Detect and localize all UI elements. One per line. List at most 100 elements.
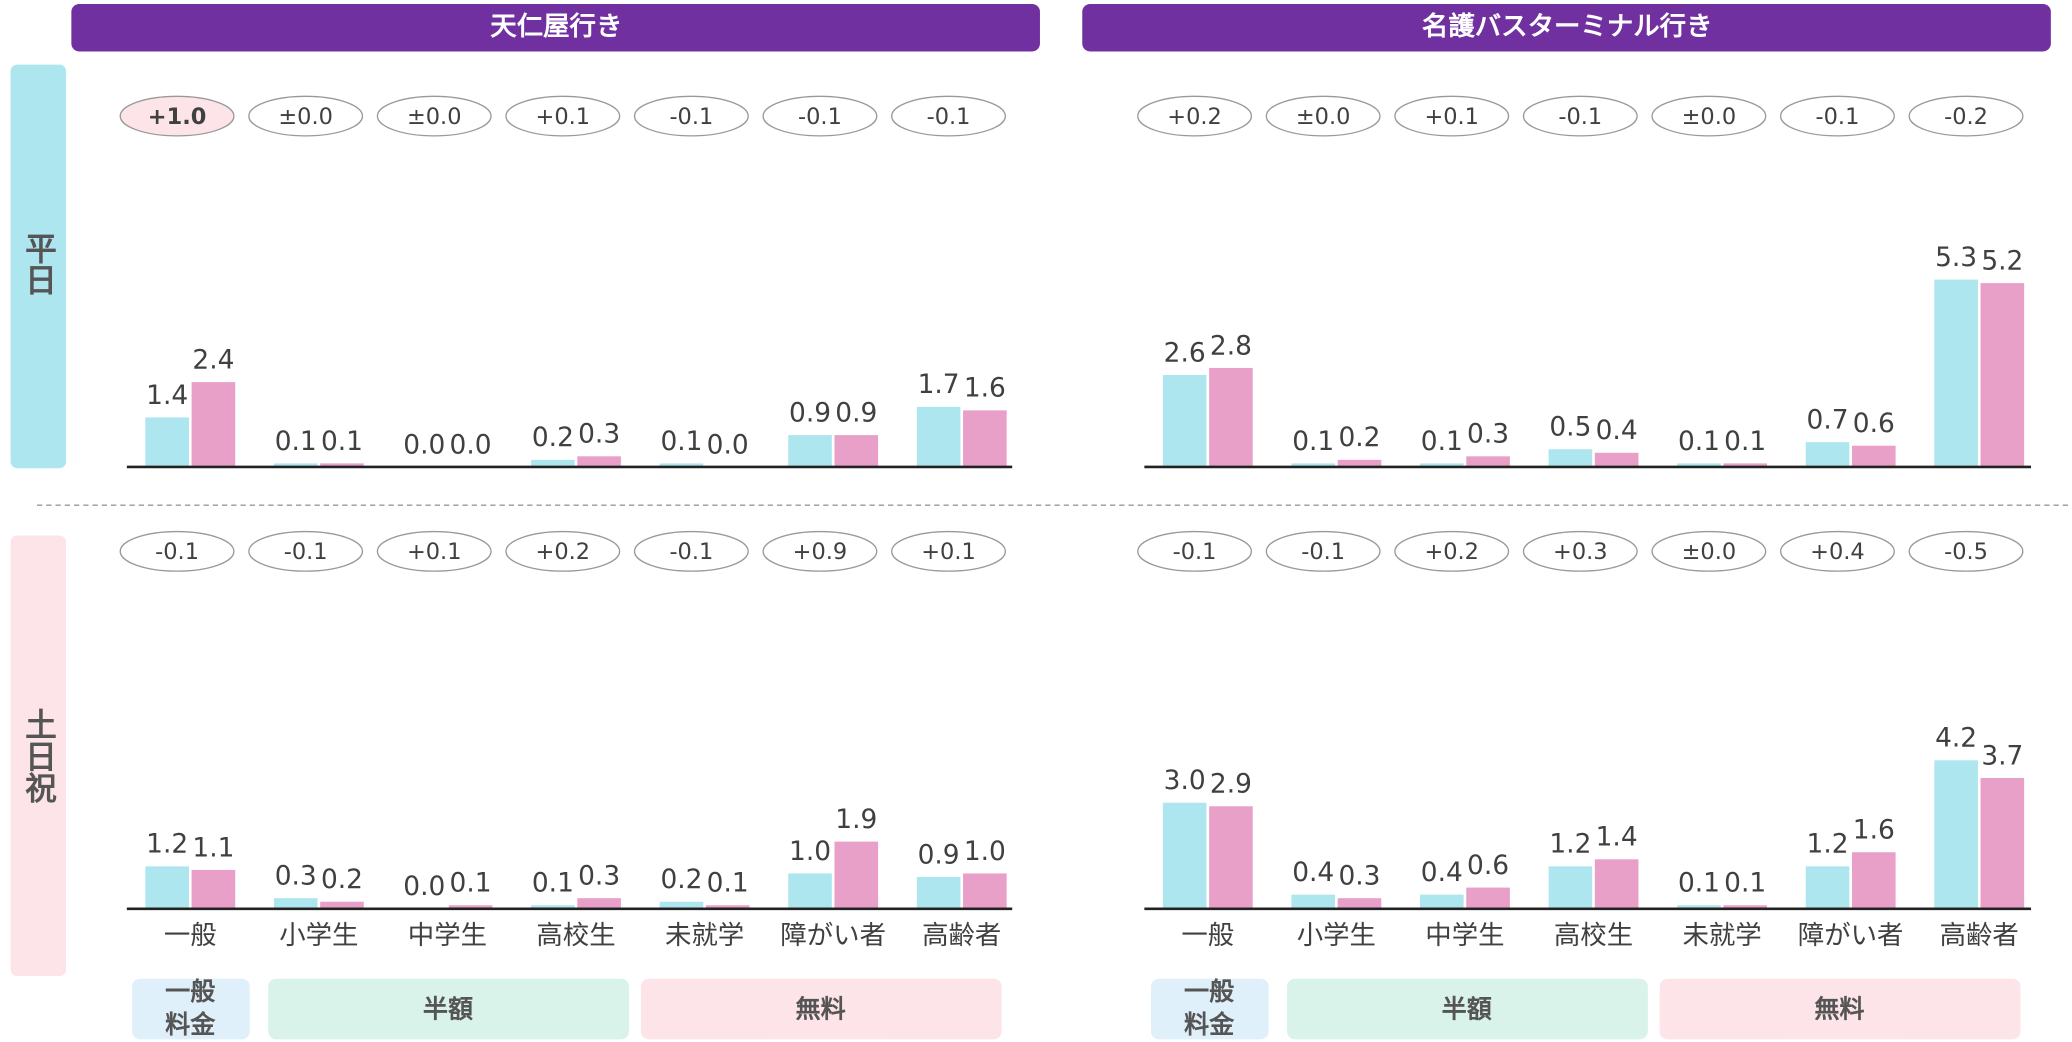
change-label: +0.3 <box>1553 539 1608 565</box>
bar <box>834 435 879 467</box>
change-pill <box>1651 530 1767 572</box>
change-label: -0.1 <box>1816 104 1860 130</box>
value-label: 0.4 <box>1292 857 1334 888</box>
category-label: 高校生 <box>536 920 615 951</box>
bar <box>1209 367 1253 467</box>
fare-label: 無料 <box>796 994 846 1023</box>
bar <box>1337 459 1382 467</box>
value-label: 0.6 <box>1853 408 1895 439</box>
value-label: 1.6 <box>1853 815 1895 846</box>
bar <box>1723 463 1768 467</box>
value-label: 0.0 <box>450 429 492 460</box>
bar <box>705 905 750 909</box>
change-label: -0.1 <box>284 539 328 565</box>
bar <box>1805 442 1850 467</box>
category-label: 障がい者 <box>780 920 886 951</box>
bar <box>916 876 961 909</box>
change-label: +0.1 <box>536 104 591 130</box>
value-label: 0.1 <box>1678 868 1720 899</box>
bar <box>1934 279 1978 467</box>
change-label: +0.1 <box>921 539 976 565</box>
bar <box>1466 887 1510 909</box>
bar <box>1209 806 1253 909</box>
bar <box>659 901 704 909</box>
category-label: 小学生 <box>279 920 358 951</box>
change-pill <box>1779 95 1895 137</box>
change-pill <box>633 530 749 572</box>
change-pill <box>1137 95 1253 137</box>
category-label: 一般 <box>1181 920 1234 951</box>
value-label: 0.1 <box>1724 868 1766 899</box>
change-pill <box>1908 95 2024 137</box>
fare-bg <box>1287 978 1648 1040</box>
value-label: 0.4 <box>1421 857 1463 888</box>
change-label: -0.2 <box>1944 104 1988 130</box>
bar <box>963 873 1007 909</box>
change-pill <box>1265 530 1381 572</box>
bar <box>577 898 621 909</box>
fare-label: 一般 <box>1184 977 1234 1006</box>
bar <box>1420 894 1464 909</box>
change-label: -0.1 <box>155 539 199 565</box>
change-pill <box>1908 530 2024 572</box>
change-pill <box>762 530 878 572</box>
change-pill <box>1522 530 1638 572</box>
bar <box>531 459 575 467</box>
bar <box>788 435 832 467</box>
change-label: ±0.0 <box>407 104 462 130</box>
bar <box>1466 456 1510 467</box>
change-pill <box>1394 530 1510 572</box>
value-label: 0.2 <box>532 422 574 453</box>
change-label: -0.1 <box>927 104 971 130</box>
value-label: 4.2 <box>1935 723 1977 754</box>
row-header: 平日 <box>20 232 56 295</box>
change-label: -0.1 <box>669 104 713 130</box>
value-label: 1.4 <box>1596 822 1638 853</box>
bar <box>145 866 189 909</box>
change-pill <box>119 95 235 137</box>
bar <box>659 463 704 467</box>
bar <box>1162 375 1207 467</box>
value-label: 2.9 <box>1210 769 1252 800</box>
value-label: 0.3 <box>1467 419 1509 450</box>
bar <box>577 456 621 467</box>
bar <box>273 898 318 909</box>
bar <box>531 905 575 909</box>
value-label: 0.2 <box>321 864 363 895</box>
bar <box>320 463 364 467</box>
change-pill <box>891 95 1007 137</box>
fare-bg <box>640 978 1002 1040</box>
bar <box>788 873 832 909</box>
bar <box>1980 283 2025 467</box>
fare-label: 無料 <box>1814 994 1864 1023</box>
fare-label: 半額 <box>423 994 473 1023</box>
row-header: 土日祝 <box>20 708 57 803</box>
fare-bg <box>1150 978 1269 1040</box>
bar <box>1980 777 2025 909</box>
value-label: 0.1 <box>1292 426 1334 457</box>
value-label: 1.0 <box>964 836 1006 867</box>
category-label: 高齢者 <box>1940 920 2019 951</box>
value-label: 0.5 <box>1549 412 1591 443</box>
fare-label: 一般 <box>165 977 215 1006</box>
value-label: 2.8 <box>1210 330 1252 361</box>
change-pill <box>1137 530 1253 572</box>
bar <box>191 869 236 909</box>
change-label: +0.4 <box>1810 539 1865 565</box>
bar <box>1291 463 1336 467</box>
value-label: 0.7 <box>1807 405 1849 436</box>
bar <box>916 406 961 467</box>
bar <box>834 841 879 909</box>
value-label: 0.2 <box>1338 422 1380 453</box>
value-label: 0.1 <box>321 426 363 457</box>
value-label: 0.3 <box>275 861 317 892</box>
bar <box>1548 866 1593 909</box>
category-label: 未就学 <box>1682 920 1761 951</box>
change-pill <box>633 95 749 137</box>
value-label: 0.1 <box>450 868 492 899</box>
bar <box>1677 905 1721 909</box>
change-label: +0.2 <box>536 539 591 565</box>
bar <box>1723 905 1768 909</box>
change-pill <box>376 95 492 137</box>
